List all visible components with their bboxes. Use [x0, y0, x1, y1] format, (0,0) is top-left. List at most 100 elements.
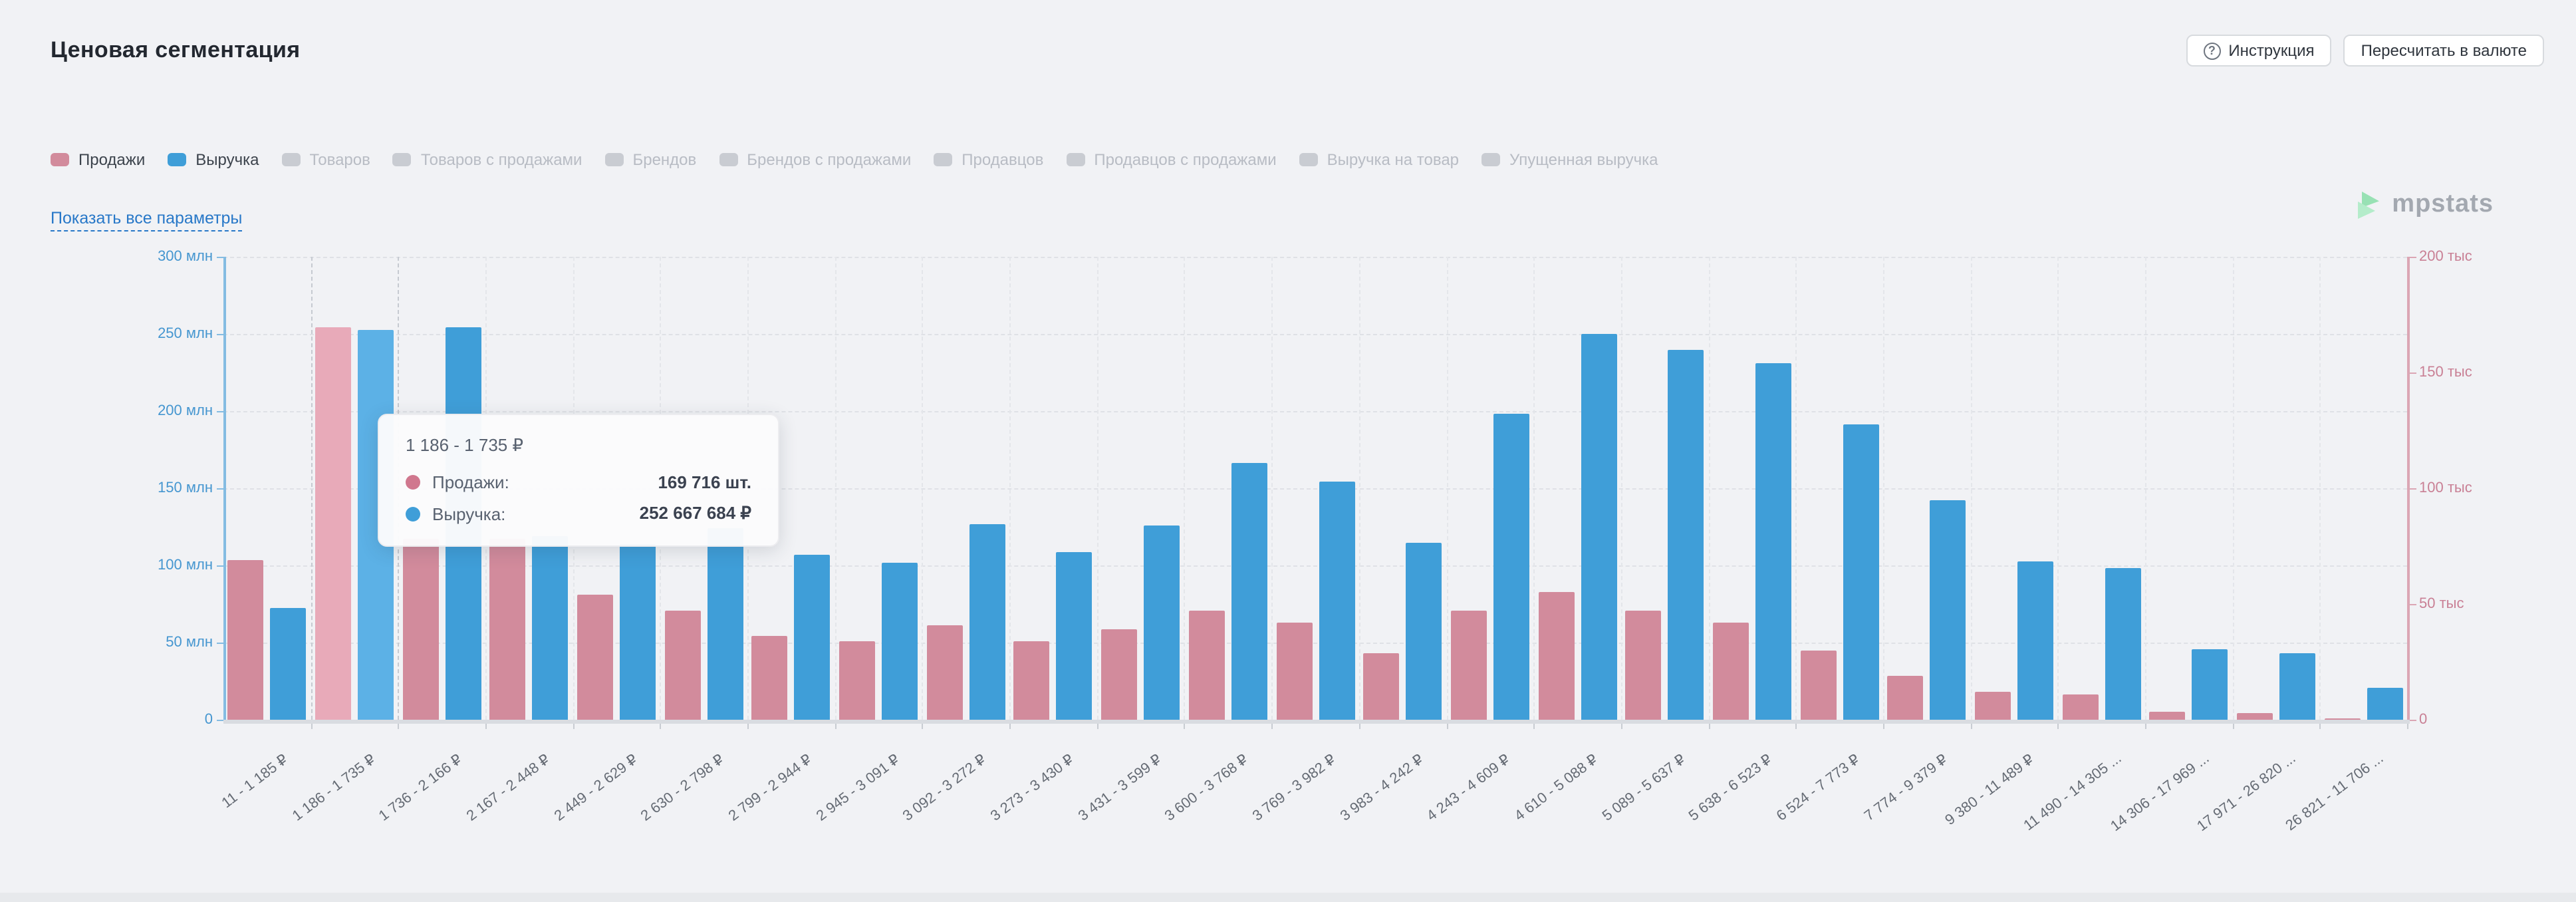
bar-revenue-14[interactable]	[1406, 542, 1442, 720]
legend-item-9[interactable]: Выручка на товар	[1299, 150, 1459, 169]
legend-item-8[interactable]: Продавцов с продажами	[1066, 150, 1277, 169]
bar-sales-13[interactable]	[1276, 622, 1312, 720]
left-axis-tick-label: 0	[204, 712, 213, 728]
recalc-currency-button[interactable]: Пересчитать в валюте	[2343, 35, 2544, 67]
bar-sales-1[interactable]	[227, 559, 264, 720]
legend-item-3[interactable]: Товаров	[281, 150, 370, 169]
bar-sales-8[interactable]	[839, 641, 876, 720]
bar-sales-11[interactable]	[1101, 629, 1138, 720]
left-axis-tick	[217, 334, 223, 335]
gridline-vertical	[1708, 257, 1710, 720]
bar-sales-2[interactable]	[315, 327, 352, 720]
bar-sales-22[interactable]	[2062, 694, 2099, 720]
x-tick-label: 5 638 - 6 523 ₽	[1686, 752, 1776, 825]
bar-sales-20[interactable]	[1887, 675, 1924, 720]
bar-revenue-20[interactable]	[1930, 500, 1966, 720]
bar-revenue-5[interactable]	[620, 543, 656, 720]
gridline-vertical	[1184, 257, 1186, 720]
legend-swatch-icon	[51, 153, 69, 166]
legend-item-7[interactable]: Продавцов	[934, 150, 1043, 169]
legend-item-10[interactable]: Упущенная выручка	[1481, 150, 1658, 169]
x-axis-tick	[398, 724, 400, 729]
bar-sales-15[interactable]	[1450, 611, 1487, 720]
bar-sales-10[interactable]	[1013, 641, 1050, 720]
bar-revenue-18[interactable]	[1755, 363, 1791, 720]
tooltip-row: Выручка: 252 667 684 ₽	[406, 503, 751, 524]
bar-revenue-13[interactable]	[1319, 482, 1354, 720]
tooltip-series-label: Продажи:	[432, 472, 509, 492]
series-dot-icon	[406, 506, 420, 521]
bar-sales-7[interactable]	[751, 636, 788, 720]
bar-sales-5[interactable]	[577, 595, 614, 720]
instruction-button[interactable]: ? Инструкция	[2186, 35, 2332, 67]
bar-revenue-25[interactable]	[2367, 687, 2403, 720]
bar-sales-24[interactable]	[2236, 713, 2273, 720]
bar-sales-12[interactable]	[1188, 611, 1225, 720]
bar-sales-9[interactable]	[926, 625, 963, 720]
right-axis-tick	[2410, 373, 2416, 374]
bar-sales-19[interactable]	[1800, 650, 1837, 720]
bar-sales-6[interactable]	[664, 611, 701, 720]
legend-item-label: Продавцов	[962, 150, 1044, 169]
legend-item-label: Выручка	[195, 150, 259, 169]
bar-revenue-17[interactable]	[1668, 349, 1704, 720]
legend-item-6[interactable]: Брендов с продажами	[719, 150, 911, 169]
bar-revenue-21[interactable]	[2017, 561, 2053, 720]
bar-revenue-10[interactable]	[1056, 551, 1093, 720]
x-tick-label: 2 945 - 3 091 ₽	[813, 752, 903, 825]
bar-revenue-1[interactable]	[270, 608, 307, 720]
bar-revenue-16[interactable]	[1581, 334, 1617, 720]
left-axis-tick	[217, 643, 223, 644]
bar-sales-14[interactable]	[1363, 653, 1400, 720]
bar-revenue-7[interactable]	[794, 554, 831, 720]
x-tick-label: 4 243 - 4 609 ₽	[1424, 752, 1514, 825]
x-tick-label: 6 524 - 7 773 ₽	[1773, 752, 1863, 825]
legend-item-5[interactable]: Брендов	[604, 150, 696, 169]
legend-item-label: Упущенная выручка	[1509, 150, 1658, 169]
x-axis-tick	[1708, 724, 1710, 729]
mpstats-logo-icon	[2357, 192, 2379, 219]
x-axis-tick	[2144, 724, 2146, 729]
bar-sales-21[interactable]	[1974, 692, 2011, 720]
bar-sales-3[interactable]	[402, 539, 439, 720]
bar-revenue-8[interactable]	[882, 562, 918, 720]
gridline-horizontal	[223, 488, 2407, 490]
legend-item-2[interactable]: Выручка	[168, 150, 259, 169]
legend-item-label: Брендов	[632, 150, 697, 169]
header: Ценовая сегментация ? Инструкция Пересчи…	[51, 35, 2544, 67]
bar-sales-18[interactable]	[1712, 622, 1749, 720]
left-axis-tick	[217, 257, 223, 258]
x-tick-label: 11 - 1 185 ₽	[219, 752, 291, 812]
gridline-vertical	[2144, 257, 2146, 720]
bar-revenue-9[interactable]	[969, 524, 1005, 720]
bar-revenue-22[interactable]	[2105, 568, 2141, 720]
right-axis-tick-label: 0	[2419, 712, 2428, 728]
bar-revenue-6[interactable]	[707, 528, 743, 720]
right-axis-tick-label: 200 тыс	[2419, 249, 2472, 265]
bar-revenue-12[interactable]	[1231, 463, 1267, 720]
left-axis-tick	[217, 565, 223, 567]
legend-item-1[interactable]: Продажи	[51, 150, 145, 169]
bar-revenue-11[interactable]	[1144, 525, 1180, 720]
show-all-params-link[interactable]: Показать все параметры	[51, 209, 243, 231]
x-axis-tick	[1271, 724, 1273, 729]
left-axis-tick-label: 200 млн	[158, 403, 213, 419]
gridline-vertical	[1795, 257, 1797, 720]
bar-sales-23[interactable]	[2149, 712, 2186, 720]
bar-sales-17[interactable]	[1625, 611, 1662, 720]
legend-item-4[interactable]: Товаров с продажами	[392, 150, 582, 169]
bar-revenue-15[interactable]	[1493, 414, 1529, 720]
gridline-horizontal	[223, 411, 2407, 412]
bar-revenue-19[interactable]	[1843, 424, 1879, 720]
instruction-button-label: Инструкция	[2228, 41, 2315, 60]
right-axis-tick	[2410, 488, 2416, 490]
bar-revenue-4[interactable]	[532, 535, 569, 720]
bar-sales-25[interactable]	[2324, 718, 2361, 720]
bar-revenue-24[interactable]	[2279, 653, 2315, 720]
chart-legend: Продажи Выручка Товаров Товаров с продажами…	[51, 150, 1658, 169]
bar-sales-16[interactable]	[1538, 592, 1575, 720]
bar-revenue-23[interactable]	[2192, 649, 2228, 720]
gridline-vertical	[922, 257, 924, 720]
x-axis-tick	[922, 724, 924, 729]
bar-sales-4[interactable]	[489, 539, 526, 720]
